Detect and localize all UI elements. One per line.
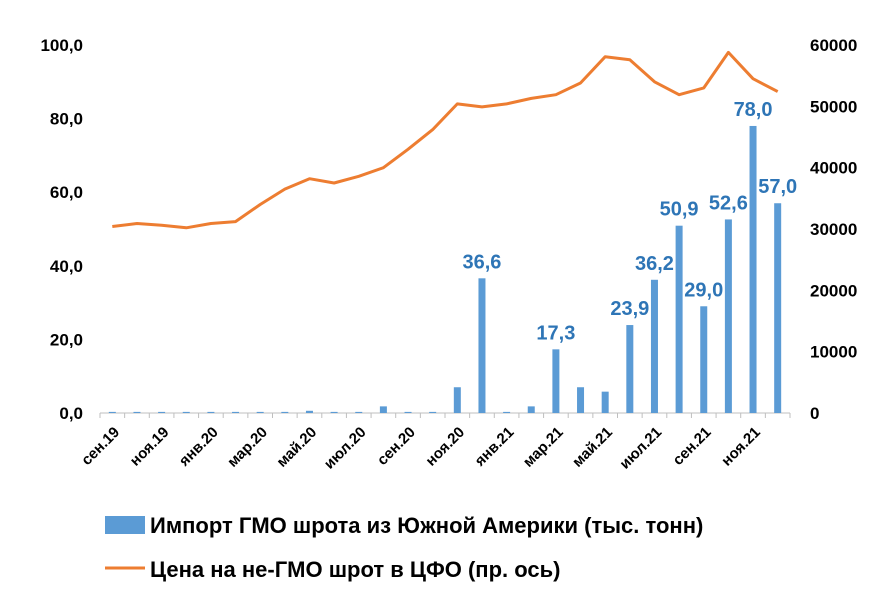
bar: [355, 411, 363, 413]
legend-line-label: Цена на не-ГМО шрот в ЦФО (пр. ось): [150, 557, 561, 582]
bar-data-label: 17,3: [536, 322, 575, 344]
x-tick-label: янв.20: [176, 424, 222, 470]
bar-data-label: 50,9: [660, 199, 699, 221]
right-y-tick-label: 60000: [810, 36, 857, 55]
bar: [478, 278, 486, 413]
bar: [774, 203, 782, 413]
bar: [650, 279, 658, 413]
axes: [99, 412, 791, 418]
x-tick-label: сен.20: [374, 424, 419, 469]
right-y-axis-ticks: 0 10000 20000 30000 40000 50000 60000: [810, 36, 857, 423]
x-tick-label: ноя.20: [422, 424, 468, 470]
left-y-axis-ticks: 0,0 20,0 40,0 60,0 80,0 100,0: [40, 36, 83, 423]
x-axis-ticks: сен.19 ноя.19 янв.20 мар.20 май.20 июл.20 сен.…: [78, 424, 764, 473]
left-y-tick-label: 100,0: [40, 36, 83, 55]
bar: [108, 411, 116, 413]
x-tick-label: мар.21: [520, 424, 567, 471]
x-tick-label: май.20: [273, 424, 320, 471]
bar: [552, 349, 560, 413]
price-line: [112, 50, 779, 230]
bar: [724, 219, 732, 413]
bar-data-label: 57,0: [758, 176, 797, 198]
left-y-tick-label: 40,0: [50, 257, 83, 276]
bar: [158, 411, 166, 413]
right-y-tick-label: 40000: [810, 159, 857, 178]
bar: [700, 306, 708, 413]
x-tick-label: мар.20: [224, 424, 271, 471]
bar: [305, 410, 313, 413]
bar-data-label: 36,2: [635, 253, 674, 275]
bar: [453, 387, 461, 413]
bar: [133, 411, 141, 413]
legend-bar-label: Импорт ГМО шрота из Южной Америки (тыс. …: [150, 513, 703, 538]
x-tick-label: июл.21: [616, 424, 665, 473]
right-y-tick-label: 50000: [810, 97, 857, 116]
bar: [379, 406, 387, 413]
legend: Импорт ГМО шрота из Южной Америки (тыс. …: [105, 513, 703, 582]
right-y-tick-label: 0: [810, 404, 819, 423]
bar: [577, 387, 585, 413]
bar: [626, 325, 634, 413]
x-tick-label: сен.21: [670, 424, 715, 469]
right-y-tick-label: 20000: [810, 281, 857, 300]
bar: [675, 225, 683, 413]
bar: [330, 411, 338, 413]
left-y-tick-label: 80,0: [50, 110, 83, 129]
bar: [503, 411, 511, 413]
bar: [256, 411, 264, 413]
bar-series: [108, 125, 782, 414]
bar-data-label: 78,0: [734, 99, 773, 121]
data-labels: 36,6 17,3 23,9 36,2 50,9 29,0 52,6 78,0 57,0: [462, 99, 797, 344]
bar: [404, 411, 412, 413]
right-y-tick-label: 30000: [810, 220, 857, 239]
bar: [207, 411, 215, 413]
left-y-tick-label: 60,0: [50, 183, 83, 202]
bar-data-label: 36,6: [462, 251, 501, 273]
x-tick-label: ноя.19: [127, 424, 173, 470]
legend-bar-swatch: [105, 516, 145, 534]
bar: [232, 411, 240, 413]
x-tick-label: ноя.21: [718, 424, 764, 470]
bar-data-label: 29,0: [684, 279, 723, 301]
bar: [429, 411, 437, 413]
line-series: [112, 50, 779, 230]
bar: [749, 125, 757, 414]
bar: [527, 406, 535, 413]
bar-data-label: 23,9: [610, 298, 649, 320]
left-y-tick-label: 0,0: [59, 404, 83, 423]
bar: [281, 411, 289, 413]
left-y-tick-label: 20,0: [50, 330, 83, 349]
bar: [601, 391, 609, 413]
x-tick-label: май.21: [569, 424, 616, 471]
bar: [182, 411, 190, 413]
x-tick-label: июл.20: [321, 424, 370, 473]
x-tick-label: сен.19: [78, 424, 123, 469]
right-y-tick-label: 10000: [810, 343, 857, 362]
x-tick-label: янв.21: [472, 424, 518, 470]
bar-data-label: 52,6: [709, 192, 748, 214]
